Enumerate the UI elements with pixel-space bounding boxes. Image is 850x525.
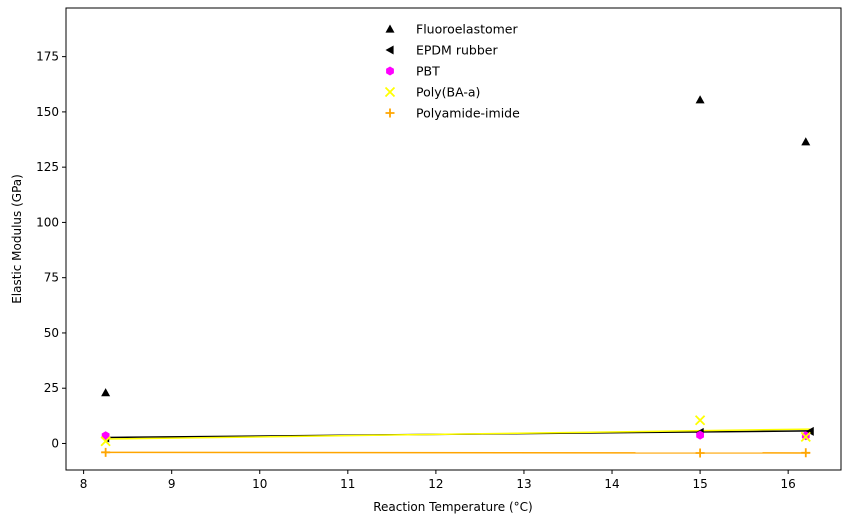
y-tick-label: 75 — [44, 271, 59, 285]
y-tick-label: 0 — [51, 436, 59, 450]
point-fluoroelastomer — [801, 137, 811, 146]
legend-marker-pbt — [386, 66, 394, 76]
fit-line-polyamide-imide — [105, 451, 811, 454]
fit-lines — [105, 428, 811, 454]
point-polyamide-imide — [101, 447, 111, 457]
x-tick-label: 9 — [168, 477, 176, 491]
x-tick-label: 16 — [781, 477, 796, 491]
y-tick-label: 25 — [44, 381, 59, 395]
y-axis-label: Elastic Modulus (GPa) — [10, 174, 24, 304]
legend-marker-fluoroelastomer — [385, 24, 395, 33]
point-polyamide-imide — [801, 448, 811, 458]
fit-line-poly-ba-a — [105, 428, 811, 440]
point-pbt — [696, 430, 704, 440]
point-pbt — [101, 431, 110, 441]
legend-label-poly-ba-a: Poly(BA-a) — [416, 85, 480, 100]
point-poly-ba-a — [800, 431, 811, 442]
legend-marker-epdm-rubber — [385, 45, 394, 55]
x-tick-label: 13 — [516, 477, 531, 491]
legend-label-fluoroelastomer: Fluoroelastomer — [416, 22, 518, 37]
point-epdm-rubber — [805, 426, 814, 436]
x-tick-label: 8 — [80, 477, 88, 491]
legend-marker-poly-ba-a — [384, 86, 396, 98]
x-axis: 8 9 10 11 12 13 14 15 16 — [80, 470, 796, 491]
data-markers — [100, 95, 814, 458]
x-tick-label: 11 — [340, 477, 355, 491]
legend-marker-polyamide-imide — [385, 108, 395, 118]
y-tick-label: 50 — [44, 326, 59, 340]
y-tick-label: 125 — [36, 160, 59, 174]
y-tick-label: 100 — [36, 215, 59, 229]
x-tick-label: 10 — [252, 477, 267, 491]
point-poly-ba-a — [100, 436, 111, 447]
point-poly-ba-a — [694, 415, 706, 426]
legend: Fluoroelastomer EPDM rubber PBT Poly(BA-a) P… — [384, 22, 520, 121]
legend-label-polyamide-imide: Polyamide-imide — [416, 106, 520, 121]
point-polyamide-imide — [695, 448, 705, 458]
x-axis-label: Reaction Temperature (°C) — [373, 500, 533, 514]
plot-area — [65, 7, 842, 471]
x-tick-label: 14 — [604, 477, 619, 491]
legend-label-pbt: PBT — [416, 64, 440, 79]
x-tick-label: 15 — [692, 477, 707, 491]
x-tick-label: 12 — [428, 477, 443, 491]
y-axis: 0 25 50 75 100 125 150 175 — [36, 50, 66, 450]
y-tick-label: 175 — [36, 50, 59, 64]
point-fluoroelastomer — [101, 388, 111, 397]
legend-label-epdm-rubber: EPDM rubber — [416, 43, 498, 58]
point-fluoroelastomer — [695, 95, 705, 104]
y-tick-label: 150 — [36, 105, 59, 119]
